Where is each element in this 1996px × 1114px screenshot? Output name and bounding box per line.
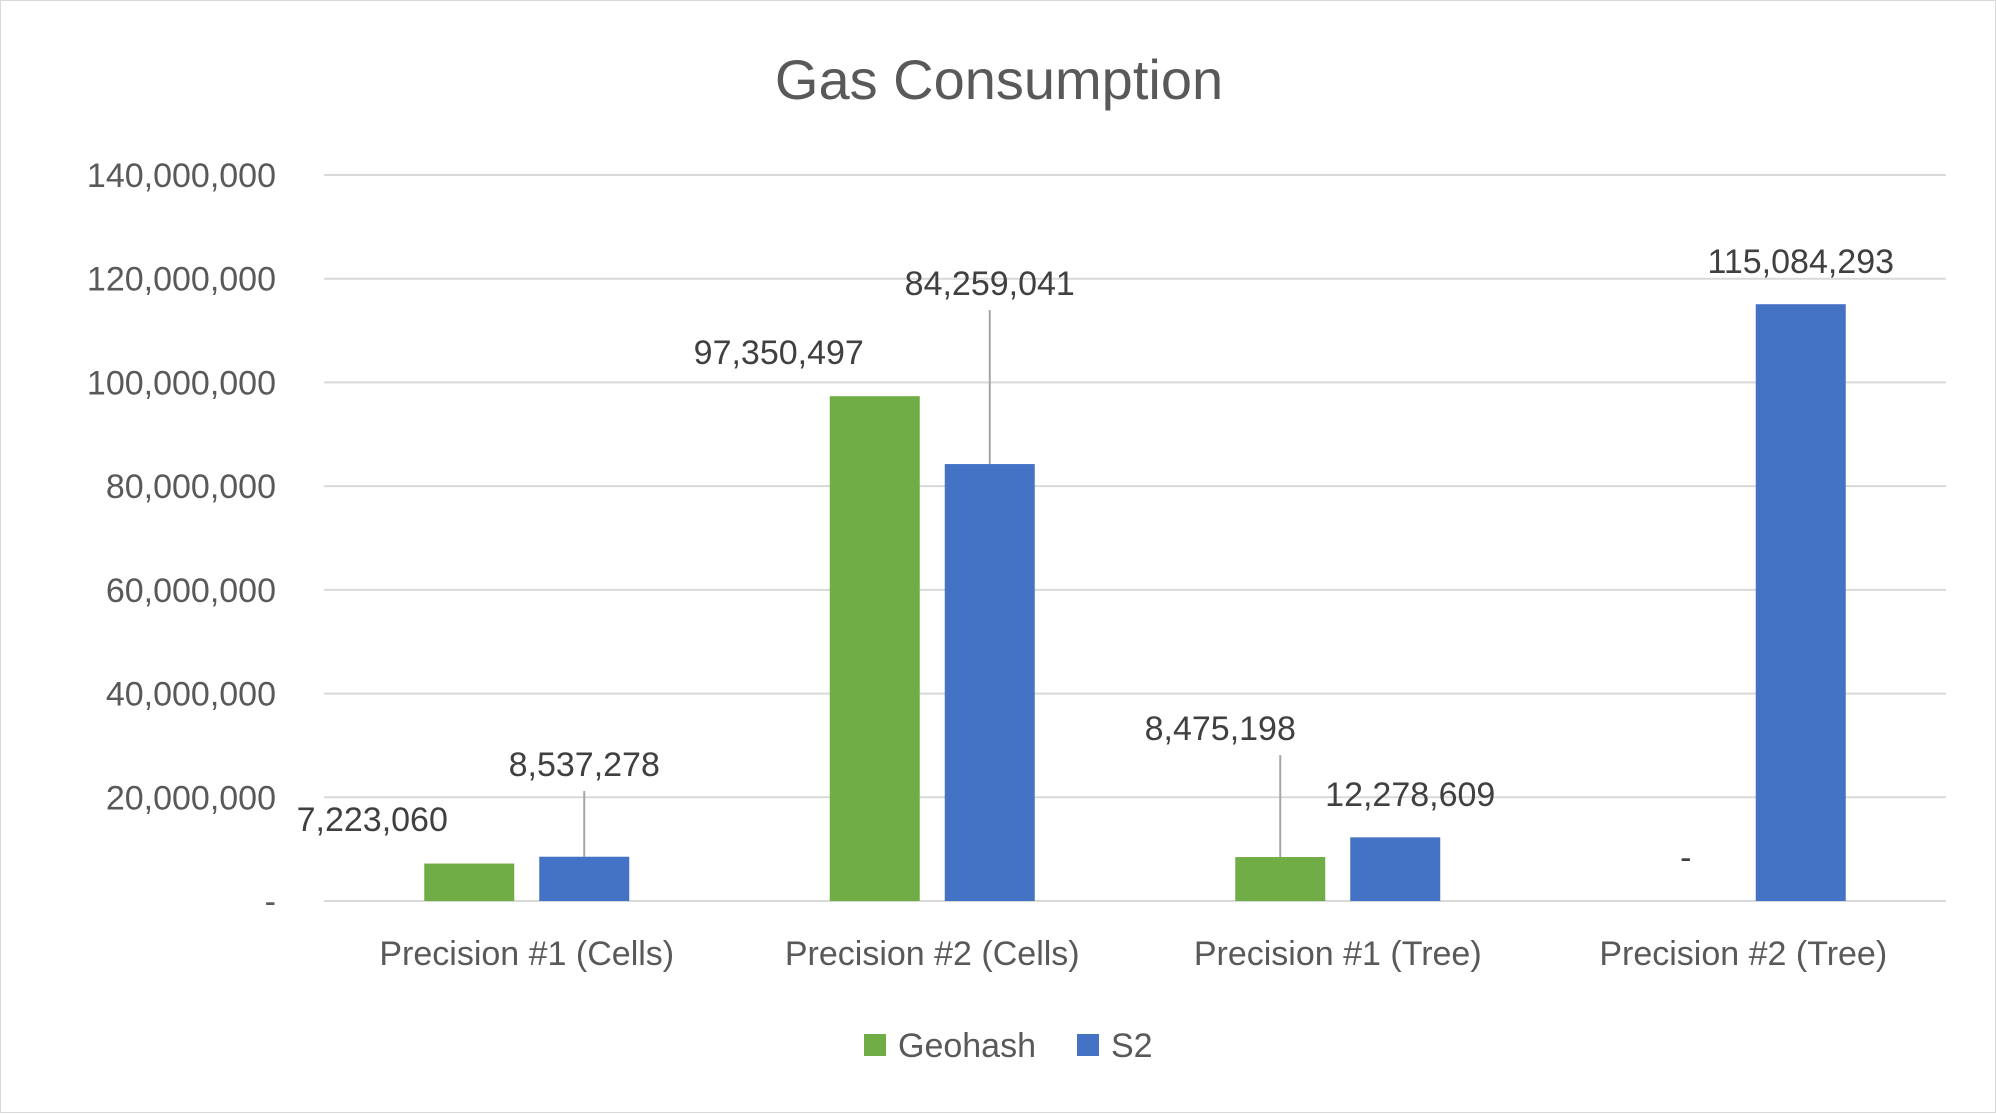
x-tick-label: Precision #1 (Cells) [379, 935, 674, 973]
data-label: 8,537,278 [509, 746, 660, 784]
x-tick-label: Precision #1 (Tree) [1194, 935, 1482, 973]
y-axis: - 20,000,000 40,000,000 60,000,000 80,000,00… [87, 157, 276, 921]
data-label: 12,278,609 [1325, 776, 1495, 814]
leader-lines [583, 310, 1282, 858]
data-labels: 7,223,060 8,537,278 97,350,497 84,259,041 8,… [297, 243, 1894, 877]
y-tick-label: 80,000,000 [106, 468, 276, 506]
y-tick-label: - [265, 883, 276, 921]
legend-swatch-geohash [864, 1034, 886, 1056]
legend-label-s2: S2 [1111, 1027, 1153, 1065]
data-label: 8,475,198 [1145, 710, 1296, 748]
bar-s2 [539, 856, 630, 901]
bar-geohash [829, 396, 920, 901]
x-tick-label: Precision #2 (Cells) [785, 935, 1080, 973]
data-label: 84,259,041 [905, 265, 1075, 303]
x-tick-label: Precision #2 (Tree) [1599, 935, 1887, 973]
bar-geohash [1235, 857, 1326, 901]
y-tick-label: 140,000,000 [87, 157, 276, 195]
legend-label-geohash: Geohash [898, 1027, 1036, 1065]
bar-s2 [944, 464, 1035, 901]
gridlines [324, 174, 1946, 902]
y-tick-label: 20,000,000 [106, 779, 276, 817]
data-label: 7,223,060 [297, 801, 448, 839]
y-tick-label: 40,000,000 [106, 676, 276, 714]
bar-s2 [1350, 837, 1441, 901]
data-label: 115,084,293 [1707, 243, 1894, 281]
y-tick-label: 60,000,000 [106, 572, 276, 610]
data-label: 97,350,497 [694, 334, 864, 372]
data-label: - [1680, 839, 1691, 877]
bars [424, 304, 1846, 901]
y-tick-label: 100,000,000 [87, 364, 276, 402]
y-tick-label: 120,000,000 [87, 261, 276, 299]
legend: Geohash S2 [864, 1027, 1153, 1065]
chart-title: Gas Consumption [775, 48, 1223, 111]
bar-geohash [424, 863, 515, 901]
bar-s2 [1755, 304, 1846, 901]
legend-swatch-s2 [1077, 1034, 1099, 1056]
x-axis: Precision #1 (Cells) Precision #2 (Cells)… [379, 935, 1887, 973]
